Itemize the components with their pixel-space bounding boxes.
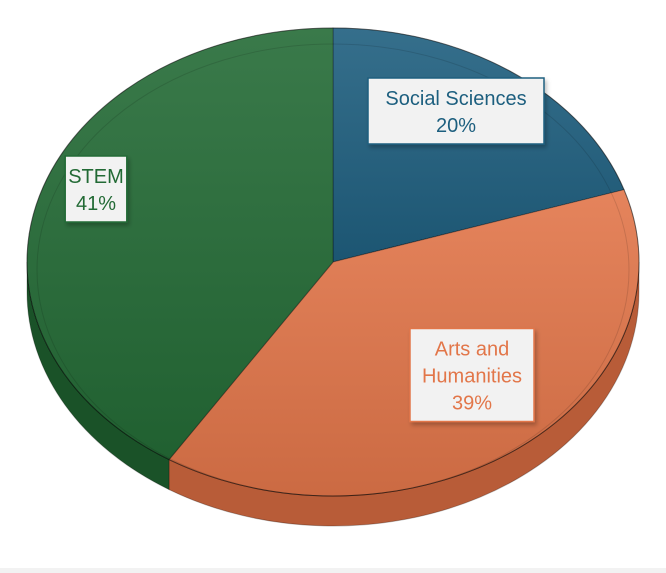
label-category: Humanities <box>422 366 522 388</box>
pie-rims <box>26 27 640 497</box>
pie-top-rim <box>26 27 640 497</box>
label-box <box>64 155 128 223</box>
label-value: 41% <box>76 193 116 215</box>
label-box <box>367 77 545 145</box>
label-value: 39% <box>452 393 492 415</box>
label-value: 20% <box>436 115 476 137</box>
label-box <box>409 327 535 423</box>
pie-inner-rim <box>36 43 630 497</box>
data-label-stem: STEM 41% <box>64 155 128 223</box>
data-label-arts-and-humanities: Arts and Humanities 39% <box>409 327 535 423</box>
bottom-edge <box>0 568 666 573</box>
data-label-social-sciences: Social Sciences 20% <box>367 77 545 145</box>
label-category: Social Sciences <box>385 88 526 110</box>
label-category: Arts and <box>435 339 509 361</box>
label-category: STEM <box>68 166 124 188</box>
pie-labels: Social Sciences 20% Arts and Humanities 39% S… <box>64 77 545 423</box>
